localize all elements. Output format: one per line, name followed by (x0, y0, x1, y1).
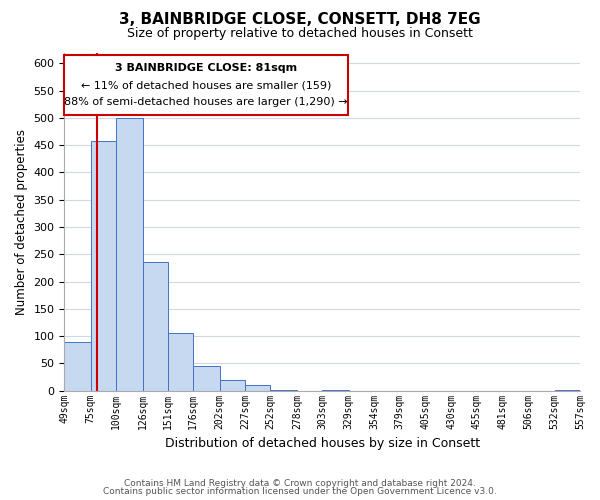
Y-axis label: Number of detached properties: Number of detached properties (15, 128, 28, 314)
X-axis label: Distribution of detached houses by size in Consett: Distribution of detached houses by size … (164, 437, 480, 450)
FancyBboxPatch shape (64, 55, 347, 115)
Bar (64, 342, 91, 390)
Bar (245, 385, 271, 390)
Bar (193, 366, 220, 390)
Text: 3, BAINBRIDGE CLOSE, CONSETT, DH8 7EG: 3, BAINBRIDGE CLOSE, CONSETT, DH8 7EG (119, 12, 481, 28)
Text: Contains public sector information licensed under the Open Government Licence v3: Contains public sector information licen… (103, 487, 497, 496)
Bar (143, 262, 168, 390)
Text: ← 11% of detached houses are smaller (159): ← 11% of detached houses are smaller (15… (81, 80, 331, 90)
Bar (116, 118, 143, 390)
Bar (168, 334, 193, 390)
Text: 3 BAINBRIDGE CLOSE: 81sqm: 3 BAINBRIDGE CLOSE: 81sqm (115, 64, 297, 74)
Bar (91, 141, 116, 390)
Text: Size of property relative to detached houses in Consett: Size of property relative to detached ho… (127, 28, 473, 40)
Bar (220, 380, 245, 390)
Text: Contains HM Land Registry data © Crown copyright and database right 2024.: Contains HM Land Registry data © Crown c… (124, 478, 476, 488)
Text: 88% of semi-detached houses are larger (1,290) →: 88% of semi-detached houses are larger (… (64, 97, 348, 107)
